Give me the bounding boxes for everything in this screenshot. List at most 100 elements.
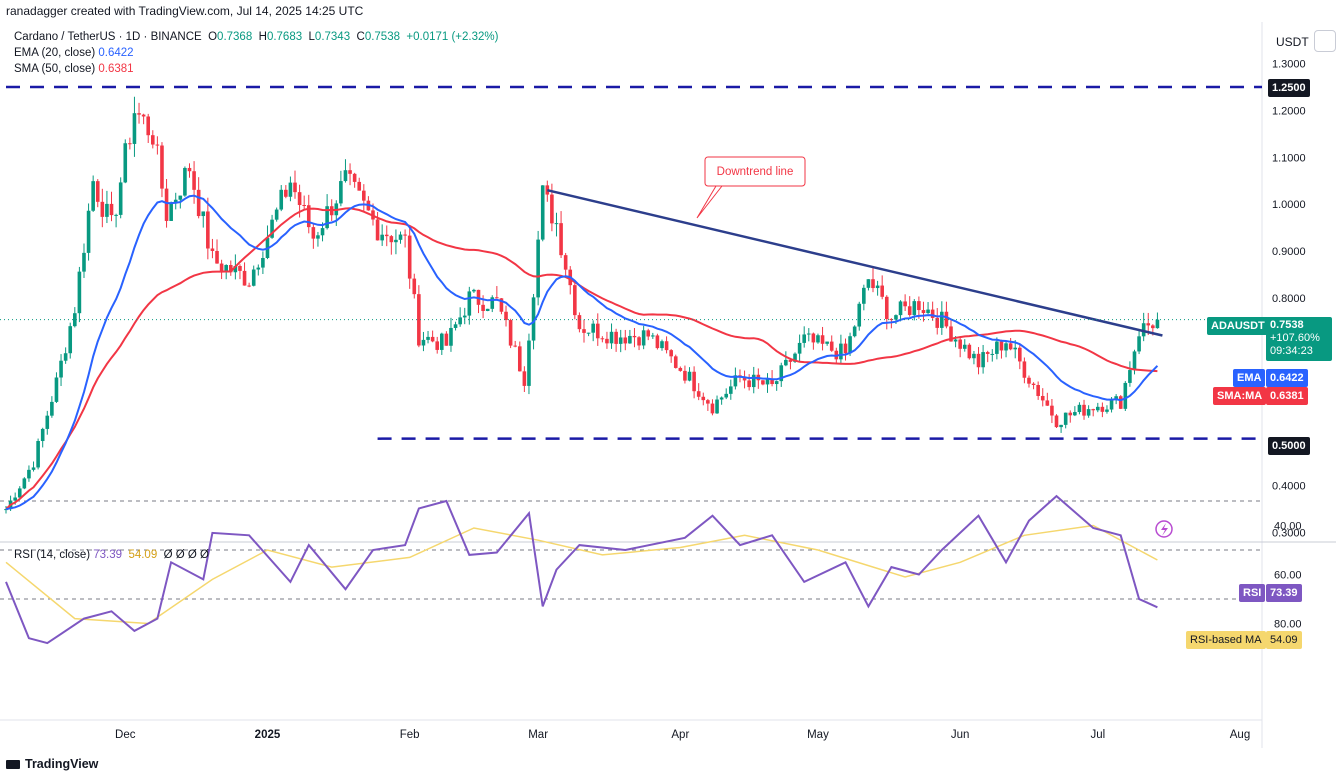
candle-body (967, 344, 972, 359)
candle-body (1091, 409, 1096, 411)
candle-body (719, 397, 724, 400)
candle-body (348, 170, 352, 174)
price-tick-label: 0.8000 (1272, 293, 1306, 305)
price-tick-label: 1.1000 (1272, 152, 1306, 164)
candle-body (618, 337, 623, 344)
time-tick-label: Apr (671, 729, 689, 741)
annotation-text: Downtrend line (717, 166, 794, 178)
rsi-axis-ticks: 80.00 60.00 40.00 (1274, 521, 1302, 631)
candle-body (875, 285, 880, 289)
candle-body (1114, 396, 1118, 400)
candle-body (1109, 399, 1114, 410)
candle-body (582, 329, 586, 333)
ema-legend[interactable]: EMA (20, close) 0.6422 (14, 47, 134, 59)
attribution: ranadagger created with TradingView.com,… (6, 4, 364, 18)
tradingview-logo-icon (6, 760, 20, 770)
candle-body (637, 337, 641, 346)
candle-body (701, 396, 706, 401)
candle-body (13, 497, 17, 501)
settings-icon[interactable] (1314, 30, 1336, 52)
candle-body (962, 344, 967, 349)
candle-body (871, 279, 875, 289)
candle-body (1118, 396, 1123, 409)
lightning-icon[interactable] (1155, 520, 1173, 538)
candle-body (1054, 415, 1059, 428)
candle-body (1141, 323, 1146, 337)
candle-body (696, 391, 701, 397)
candle-body (600, 338, 605, 340)
sma-legend[interactable]: SMA (50, close) 0.6381 (14, 63, 134, 75)
sma-tag-value: 0.6381 (1266, 387, 1308, 405)
rsi-ma-line (5, 524, 1158, 625)
candle-body (1031, 383, 1036, 386)
candle-body (545, 185, 550, 195)
candle-body (586, 332, 591, 334)
candle-body (866, 279, 871, 288)
rsi-tag-label: RSI (1239, 584, 1266, 602)
rsi-ma-tag-label: RSI-based MA (1186, 631, 1266, 649)
rsi-line (5, 494, 1158, 645)
candle-body (375, 219, 380, 241)
candle-body (949, 326, 953, 342)
candle-body (802, 334, 807, 343)
time-tick-label: Dec (115, 729, 136, 741)
candle-body (660, 341, 664, 349)
candle-body (678, 367, 683, 371)
candle-body (183, 167, 187, 196)
candle-body (238, 265, 242, 271)
candle-body (816, 335, 820, 343)
candle-body (848, 336, 852, 354)
candle-body (77, 271, 82, 314)
candle-body (504, 311, 508, 321)
currency-label: USDT (1276, 35, 1309, 49)
candle-body (1004, 343, 1008, 351)
tradingview-brand[interactable]: TradingView (6, 757, 98, 771)
candle-body (40, 428, 45, 442)
close-value: 0.7538 (364, 31, 400, 43)
candle-body (384, 234, 389, 237)
candle-body (439, 333, 444, 350)
candle-body (160, 145, 164, 189)
candle-body (990, 353, 995, 355)
rsi-legend[interactable]: RSI (14, close) 73.39 54.09 Ø Ø Ø Ø (14, 549, 209, 561)
price-tick-label: 0.3000 (1272, 527, 1306, 539)
key-levels (0, 85, 1262, 440)
candle-body (985, 352, 990, 354)
candle-body (155, 144, 160, 146)
candle-body (173, 199, 178, 203)
time-tick-label: Jul (1090, 729, 1105, 741)
candle-body (1008, 343, 1013, 350)
price-tick-label: 1.3000 (1272, 59, 1306, 71)
candle-body (270, 219, 274, 238)
candle-body (141, 114, 146, 117)
candle-body (930, 309, 935, 318)
candle-body (972, 353, 976, 359)
rsi-tick-label: 40.00 (1274, 521, 1302, 533)
candle-body (288, 182, 293, 197)
candle-body (352, 173, 357, 182)
candle-body (306, 205, 311, 228)
candle-body (1146, 323, 1151, 326)
candle-body (1022, 361, 1027, 378)
candle-body (284, 189, 288, 197)
candle-body (210, 248, 215, 251)
candle-body (164, 188, 169, 221)
candle-body (811, 333, 816, 343)
symbol-name[interactable]: Cardano / TetherUS · 1D · BINANCE (14, 31, 202, 43)
candle-body (320, 228, 325, 236)
candle-body (683, 370, 687, 381)
candle-body (169, 202, 173, 221)
candle-body (729, 386, 733, 394)
candle-body (339, 181, 343, 204)
candle-body (715, 399, 719, 414)
candle-body (573, 285, 577, 316)
time-tick-label: Feb (400, 729, 420, 741)
candle-body (228, 265, 233, 273)
candle-body (898, 301, 903, 316)
candle-body (1137, 336, 1141, 352)
candle-body (889, 319, 894, 321)
candle-body (595, 323, 600, 339)
sma-legend-value: 0.6381 (98, 63, 134, 75)
candle-body (63, 353, 68, 361)
